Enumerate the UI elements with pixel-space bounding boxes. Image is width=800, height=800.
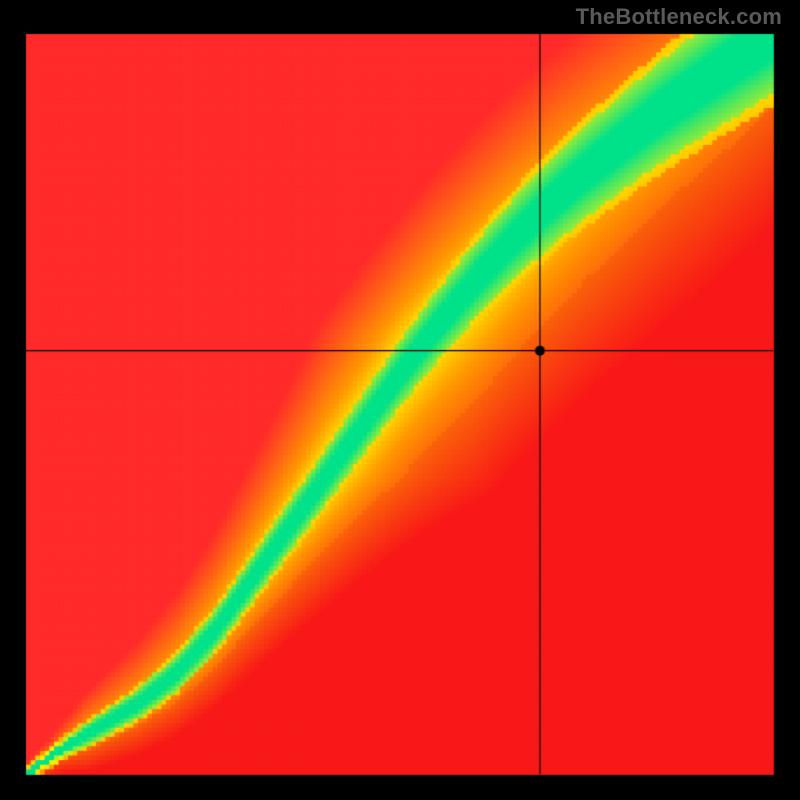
bottleneck-heatmap (0, 0, 800, 800)
watermark-text: TheBottleneck.com (576, 4, 782, 30)
chart-container: TheBottleneck.com (0, 0, 800, 800)
